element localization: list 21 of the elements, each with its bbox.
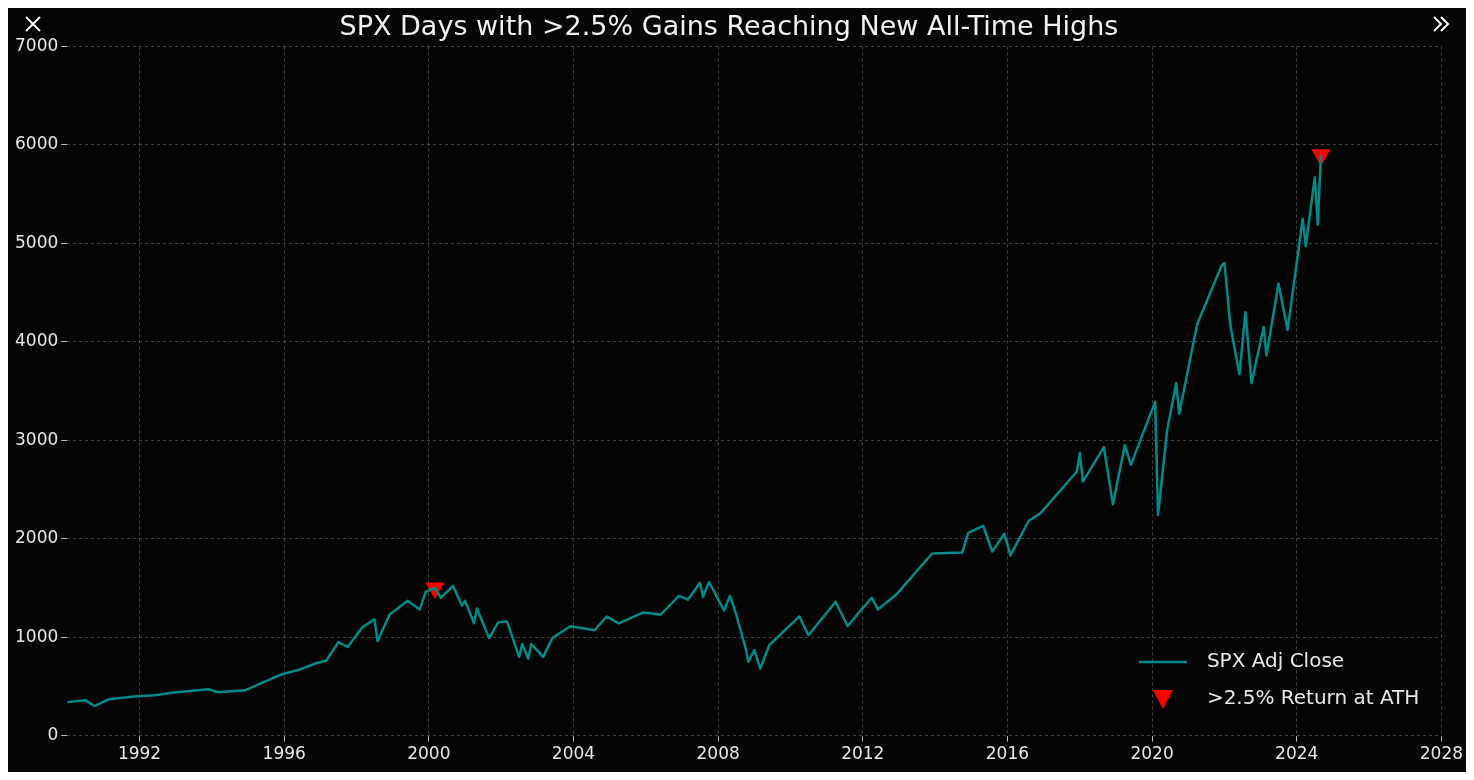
x-tick-label: 2016 bbox=[985, 743, 1030, 764]
x-tick-label: 2028 bbox=[1419, 743, 1463, 764]
x-tick-label: 2020 bbox=[1130, 743, 1174, 764]
legend-label: >2.5% Return at ATH bbox=[1206, 685, 1420, 710]
x-tick-label: 1992 bbox=[117, 743, 162, 764]
chart-title: SPX Days with >2.5% Gains Reaching New All-Time Highs bbox=[339, 10, 1119, 42]
x-tick-label: 2000 bbox=[407, 743, 451, 764]
x-tick-label: 2024 bbox=[1275, 743, 1319, 764]
y-tick-label: 6000 bbox=[15, 133, 59, 154]
y-tick-label: 2000 bbox=[15, 527, 59, 548]
y-tick-label: 7000 bbox=[15, 34, 59, 55]
y-tick-label: 5000 bbox=[15, 231, 59, 252]
y-tick-label: 4000 bbox=[15, 330, 59, 351]
y-tick-label: 3000 bbox=[15, 428, 59, 449]
x-tick-label: 1996 bbox=[262, 743, 306, 764]
x-tick-label: 2008 bbox=[696, 743, 740, 764]
legend-label: SPX Adj Close bbox=[1206, 648, 1345, 673]
y-tick-label: 1000 bbox=[15, 625, 59, 646]
x-tick-label: 2012 bbox=[841, 743, 885, 764]
x-tick-label: 2004 bbox=[551, 743, 596, 764]
y-tick-label: 0 bbox=[47, 724, 59, 745]
